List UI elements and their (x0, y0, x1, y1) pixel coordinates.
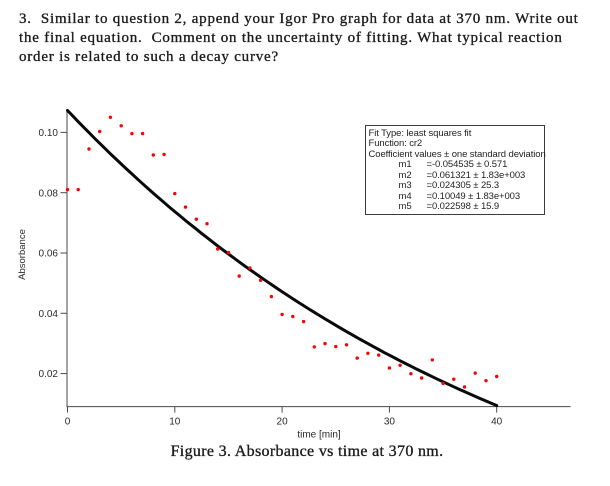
svg-text:Absorbance: Absorbance (17, 229, 28, 280)
svg-text:0.06: 0.06 (39, 249, 59, 260)
svg-text:0.04: 0.04 (39, 309, 59, 320)
svg-text:0: 0 (65, 417, 71, 428)
svg-text:30: 30 (384, 417, 396, 428)
svg-text:0.10: 0.10 (39, 128, 59, 139)
svg-text:0.02: 0.02 (39, 369, 59, 380)
svg-text:time [min]: time [min] (297, 430, 341, 441)
svg-text:20: 20 (277, 417, 289, 428)
svg-text:40: 40 (491, 417, 503, 428)
svg-text:0.08: 0.08 (39, 188, 59, 199)
svg-text:10: 10 (169, 417, 181, 428)
